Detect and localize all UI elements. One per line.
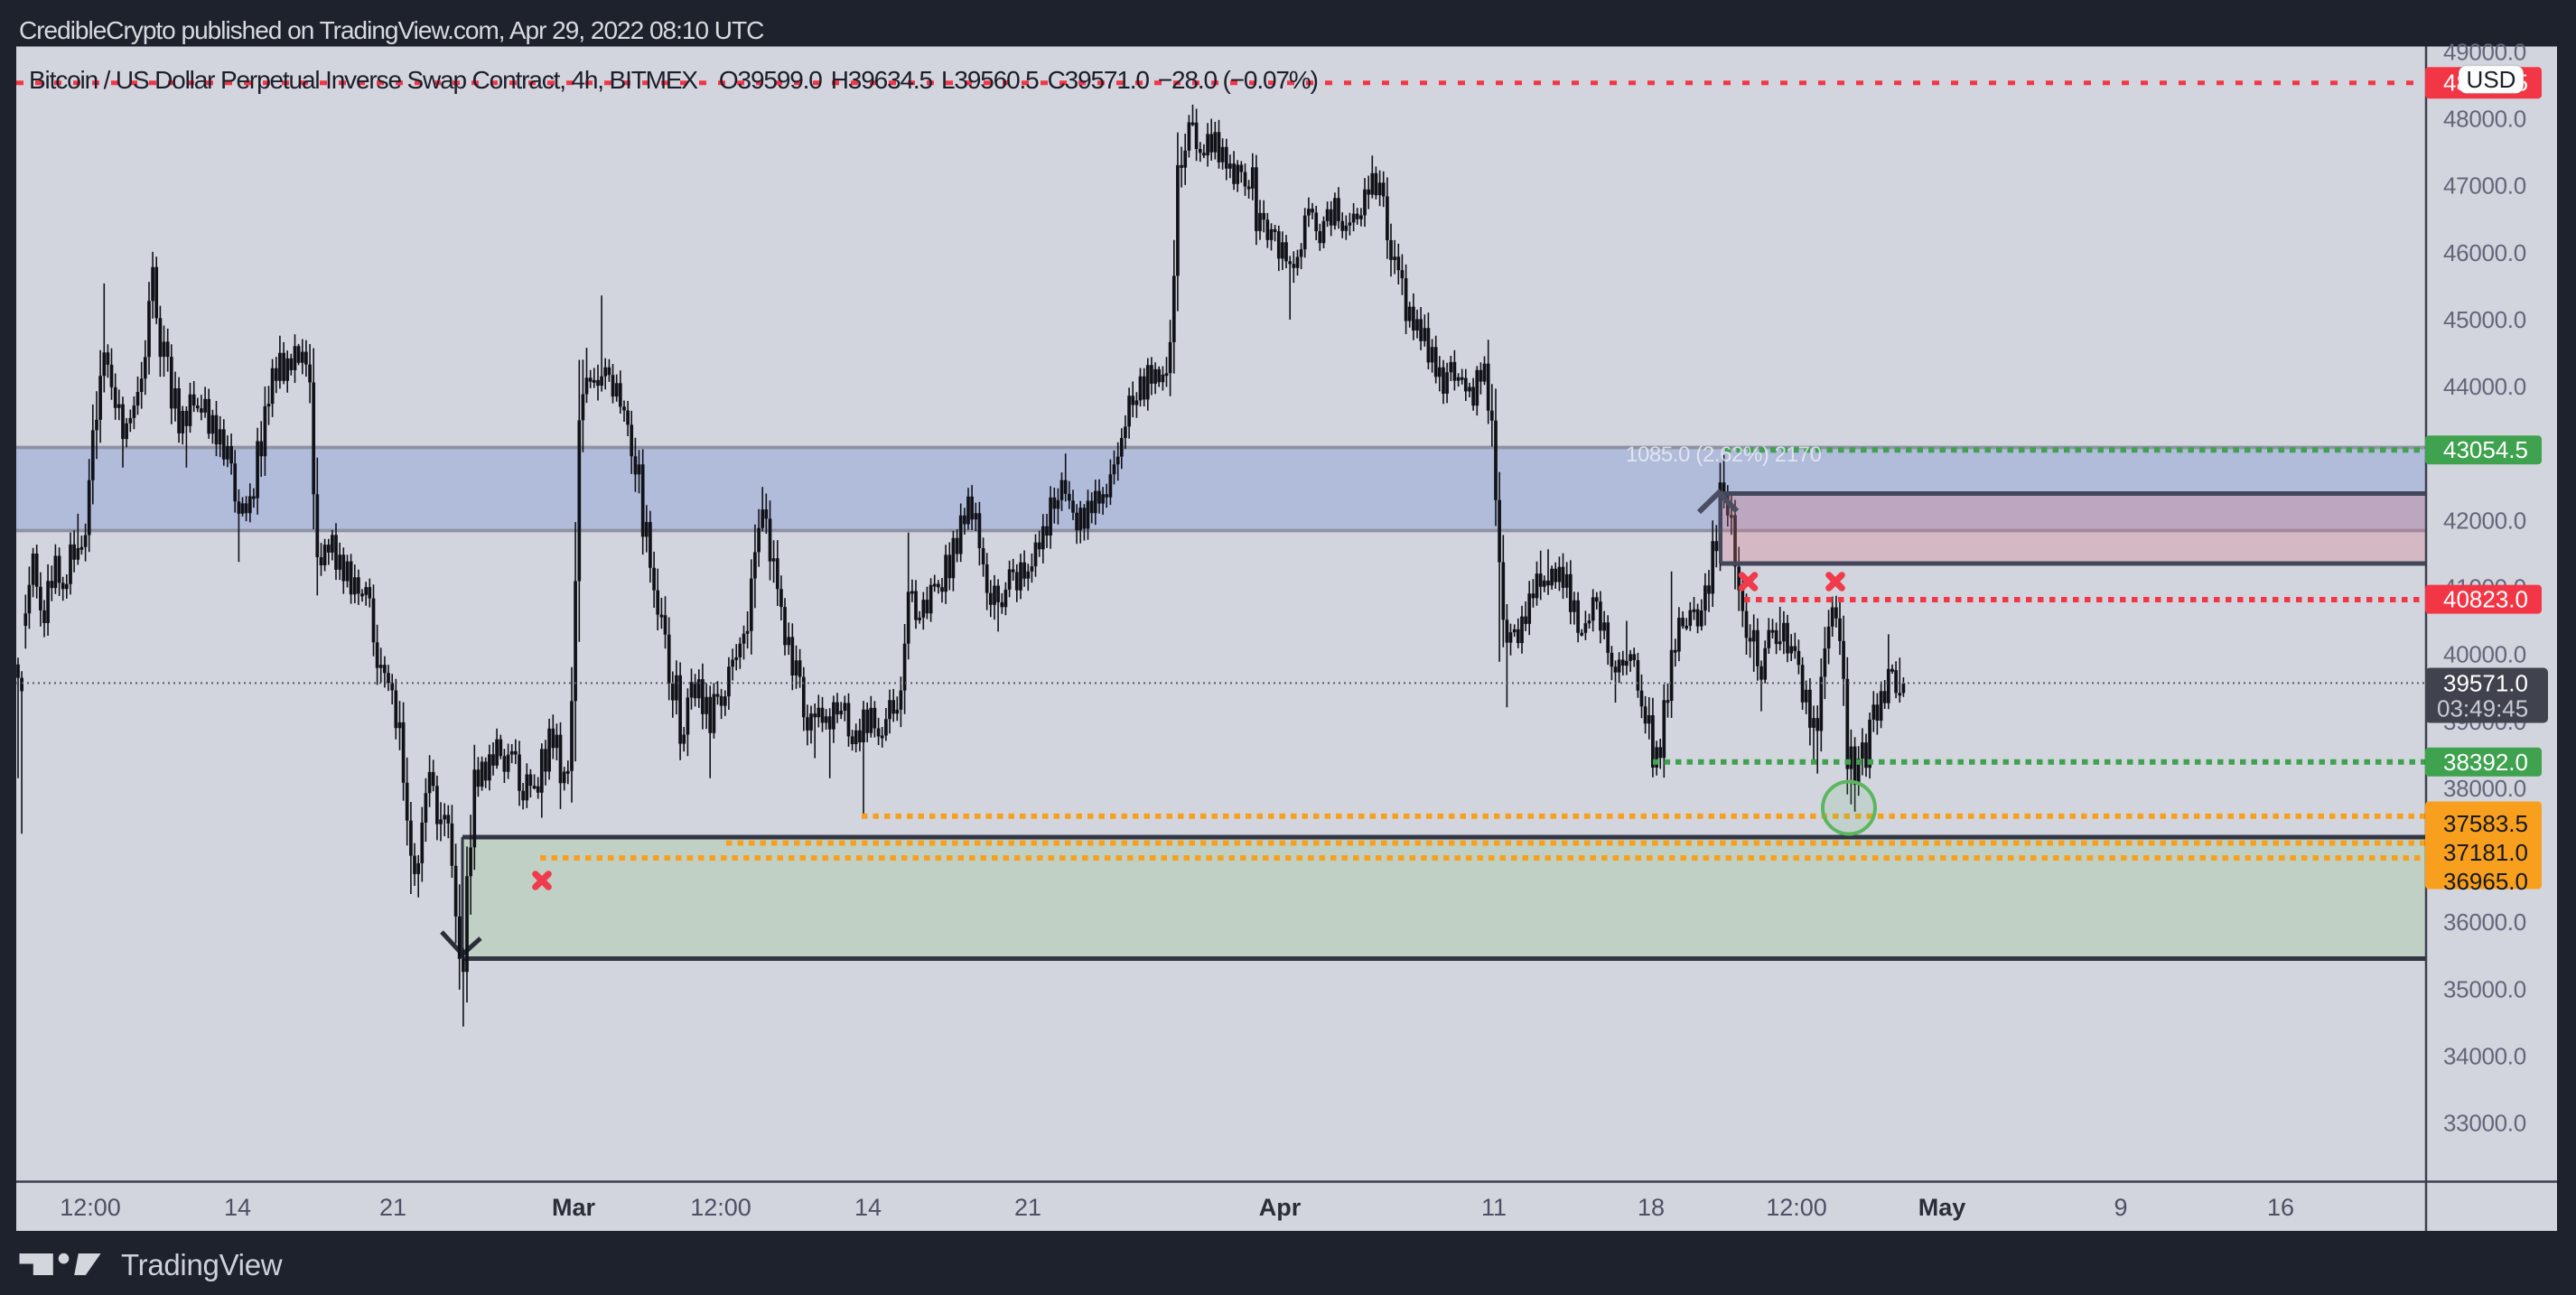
svg-text:12:00: 12:00 xyxy=(1766,1194,1827,1221)
svg-text:35000.0: 35000.0 xyxy=(2443,975,2526,1002)
svg-text:37181.0: 37181.0 xyxy=(2443,839,2528,866)
svg-text:18: 18 xyxy=(1638,1194,1665,1221)
svg-text:46000.0: 46000.0 xyxy=(2443,239,2526,266)
svg-text:14: 14 xyxy=(854,1194,882,1221)
svg-text:11: 11 xyxy=(1481,1194,1507,1221)
svg-text:43054.5: 43054.5 xyxy=(2443,436,2528,463)
svg-text:USD: USD xyxy=(2467,66,2516,93)
svg-text:21: 21 xyxy=(1014,1194,1041,1221)
svg-text:14: 14 xyxy=(224,1194,251,1221)
svg-text:1085.0 (2.62%) 2170: 1085.0 (2.62%) 2170 xyxy=(1626,443,1822,467)
svg-text:36000.0: 36000.0 xyxy=(2443,908,2526,936)
svg-text:45000.0: 45000.0 xyxy=(2443,306,2526,333)
svg-text:03:49:45: 03:49:45 xyxy=(2437,695,2528,722)
svg-text:38392.0: 38392.0 xyxy=(2443,749,2528,776)
svg-text:12:00: 12:00 xyxy=(60,1194,121,1221)
svg-text:33000.0: 33000.0 xyxy=(2443,1110,2526,1137)
svg-text:12:00: 12:00 xyxy=(690,1194,751,1221)
svg-text:May: May xyxy=(1918,1194,1966,1221)
svg-text:37583.5: 37583.5 xyxy=(2443,810,2528,837)
svg-text:34000.0: 34000.0 xyxy=(2443,1043,2526,1070)
svg-text:21: 21 xyxy=(379,1194,406,1221)
svg-text:49000.0: 49000.0 xyxy=(2443,38,2526,65)
svg-text:38000.0: 38000.0 xyxy=(2443,775,2526,802)
svg-text:40823.0: 40823.0 xyxy=(2443,586,2528,613)
svg-text:44000.0: 44000.0 xyxy=(2443,373,2526,400)
svg-text:39571.0: 39571.0 xyxy=(2443,670,2528,697)
svg-text:42000.0: 42000.0 xyxy=(2443,507,2526,534)
svg-text:TradingView: TradingView xyxy=(121,1248,283,1281)
svg-text:48000.0: 48000.0 xyxy=(2443,106,2526,133)
svg-text:36965.0: 36965.0 xyxy=(2443,868,2528,895)
svg-text:47000.0: 47000.0 xyxy=(2443,172,2526,200)
svg-text:Mar: Mar xyxy=(552,1194,596,1221)
svg-text:Apr: Apr xyxy=(1259,1194,1302,1221)
svg-text:CredibleCrypto published on Tr: CredibleCrypto published on TradingView.… xyxy=(19,16,764,44)
svg-text:9: 9 xyxy=(2114,1194,2127,1221)
svg-text:Bitcoin / US Dollar Perpetual: Bitcoin / US Dollar Perpetual Inverse Sw… xyxy=(29,66,1318,94)
svg-text:40000.0: 40000.0 xyxy=(2443,641,2526,668)
svg-text:16: 16 xyxy=(2267,1194,2294,1221)
